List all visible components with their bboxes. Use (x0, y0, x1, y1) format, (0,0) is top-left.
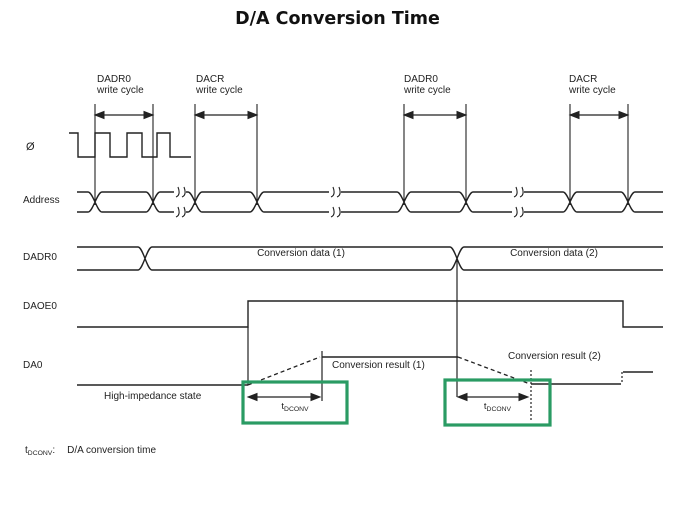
clock-waveform (69, 132, 191, 158)
bus-label-conversion-data-2: Conversion data (2) (510, 248, 598, 259)
cycle-label-2-line1: DACR (196, 74, 225, 85)
cycle-label-4-line1: DACR (569, 74, 598, 85)
cycle-label-2-line2: write cycle (196, 84, 243, 96)
bus-label-conversion-data-1: Conversion data (1) (257, 248, 345, 259)
footer-note-sub: DCONV (27, 450, 53, 457)
measurement-lines (94, 104, 629, 205)
cycle-label-3-line1: DADR0 (404, 74, 438, 85)
cycle-label-3: DADR0 write cycle (404, 74, 451, 96)
signal-label-dadr0: DADR0 (23, 252, 57, 263)
annotation-conversion-result-1: Conversion result (1) (332, 360, 425, 371)
cycle-label-3-line2: write cycle (404, 84, 451, 96)
cycle-label-4-line2: write cycle (569, 84, 616, 96)
signal-label-clock: Ø (26, 141, 35, 153)
cycle-label-1-line2: write cycle (97, 84, 144, 96)
cycle-label-2: DACR write cycle (196, 74, 243, 96)
da0-waveform (77, 351, 653, 420)
tdconv-label-1-t: t (281, 401, 285, 412)
tdconv-label-1-sub: DCONV (284, 406, 309, 413)
annotation-high-impedance: High-impedance state (104, 391, 202, 402)
footer-note: tDCONV: D/A conversion time (25, 445, 157, 460)
break-marks (175, 186, 524, 218)
daoe0-waveform (77, 300, 663, 385)
footer-note-text: D/A conversion time (67, 445, 157, 456)
annotation-conversion-result-2: Conversion result (2) (508, 351, 601, 362)
tdconv-label-1: tDCONV (243, 401, 347, 416)
tdconv-label-2-sub: DCONV (486, 406, 512, 413)
cycle-label-1-line1: DADR0 (97, 74, 131, 85)
tdconv-label-2: tDCONV (445, 401, 550, 416)
page-title: D/A Conversion Time (235, 9, 440, 29)
signal-label-da0: DA0 (23, 360, 43, 371)
footer-note-colon: : (52, 445, 56, 456)
cycle-label-1: DADR0 write cycle (97, 74, 144, 96)
tdconv-highlight-box-2 (443, 378, 552, 427)
signal-label-address: Address (23, 195, 60, 206)
tdconv-highlight-box-1 (241, 380, 349, 425)
tdconv-arrows (246, 392, 530, 402)
tdconv-label-2-t: t (483, 401, 487, 412)
measurement-arrows (93, 110, 630, 120)
cycle-label-4: DACR write cycle (569, 74, 616, 96)
address-bus-waveform (77, 191, 663, 213)
footer-note-t: t (25, 445, 28, 456)
signal-label-daoe0: DAOE0 (23, 301, 57, 312)
dadr0-bus-waveform (77, 246, 663, 271)
